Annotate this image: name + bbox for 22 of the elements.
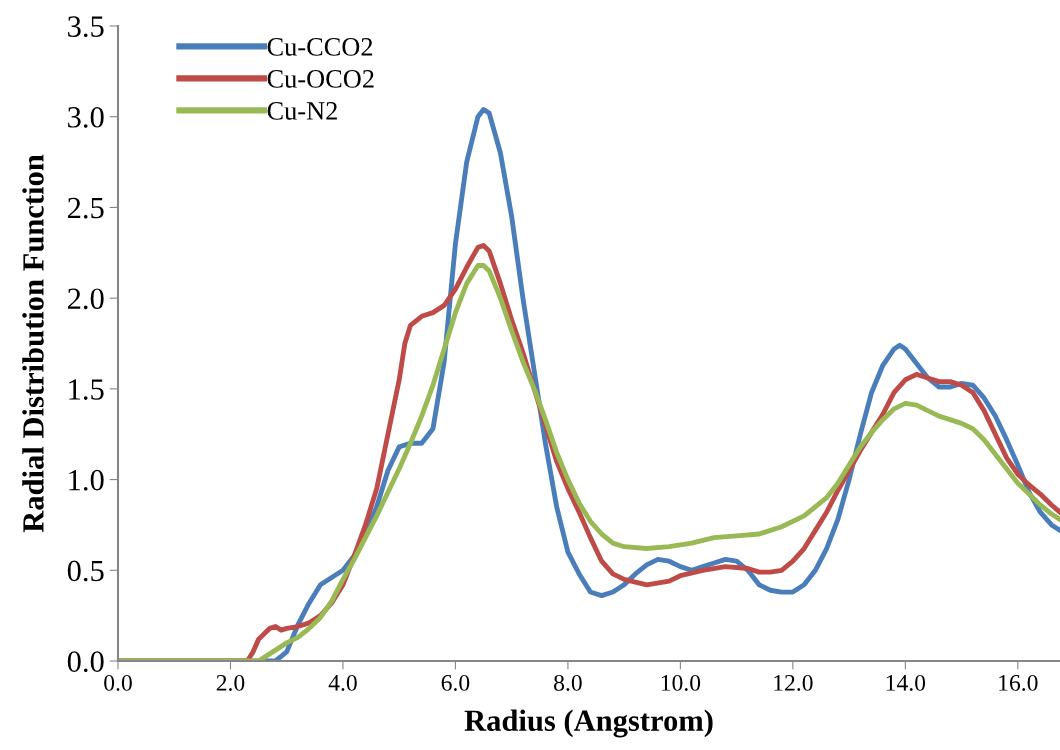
x-tick-label: 2.0 xyxy=(216,674,245,691)
y-tick-label: 0.5 xyxy=(67,560,104,582)
y-tick-label: 0.0 xyxy=(67,651,104,673)
y-tick-label: 1.0 xyxy=(69,469,104,491)
x-tick-label: 6.0 xyxy=(441,674,470,691)
y-tick-label: 1.5 xyxy=(69,379,104,400)
x-tick-label: 8.0 xyxy=(554,674,582,691)
x-tick-label: 0.0 xyxy=(104,674,132,691)
x-tick-label: 4.0 xyxy=(328,674,357,691)
legend-label: Cu-OCO2 xyxy=(267,70,374,88)
x-tick-label: 10.0 xyxy=(661,674,701,691)
x-tick-label: 14.0 xyxy=(886,674,926,691)
y-tick-label: 2.0 xyxy=(67,288,104,310)
legend-label: Cu-CCO2 xyxy=(267,38,373,56)
y-axis-title: Radial Distribution Function xyxy=(22,154,44,533)
y-tick-label: 3.5 xyxy=(68,16,104,38)
x-tick-label: 12.0 xyxy=(774,674,813,691)
x-axis-title: Radius (Angstrom) xyxy=(464,709,713,738)
y-tick-label: 3.0 xyxy=(68,107,104,128)
legend-label: Cu-N2 xyxy=(267,102,337,120)
x-tick-label: 16.0 xyxy=(999,674,1038,691)
y-tick-label: 2.5 xyxy=(67,197,104,219)
